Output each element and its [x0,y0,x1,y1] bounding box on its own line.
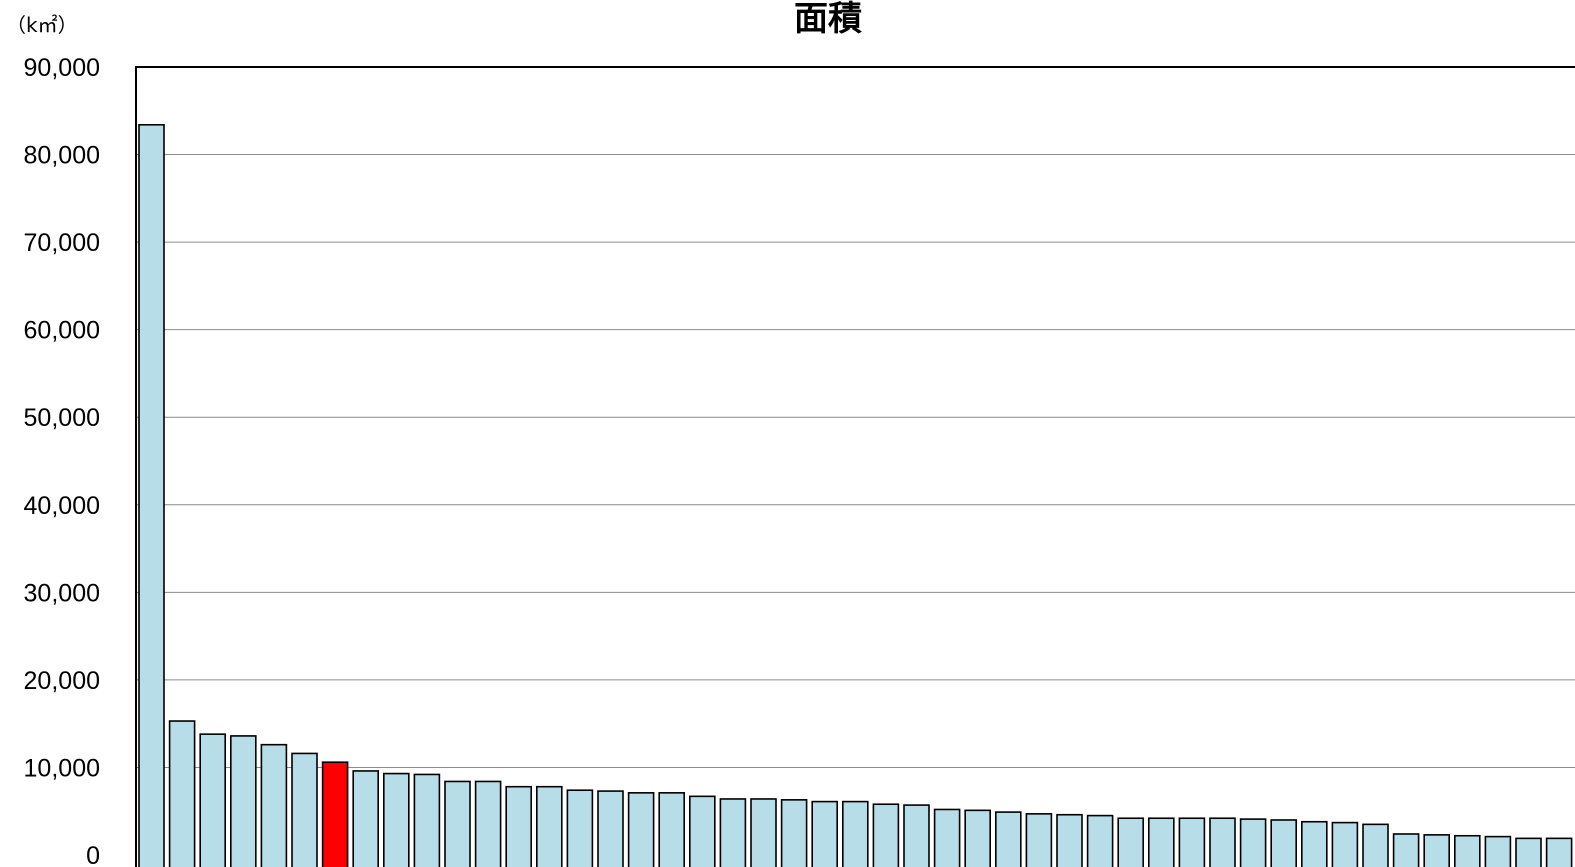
bar [291,752,318,867]
bar [382,772,410,867]
bar [1086,814,1114,867]
bar [413,773,441,867]
plot-area-frame [135,66,1575,867]
bar [994,811,1022,867]
bar [750,798,777,867]
bar [658,792,686,867]
bar [933,808,961,867]
bar [1515,837,1542,867]
y-axis-tick-labels: 0 10,000 20,000 30,000 40,000 50,000 60,000 70,… [24,54,100,867]
bar [688,795,716,867]
bar [811,800,839,867]
y-tick-label: 70,000 [24,229,100,257]
bar [230,735,257,867]
bar [597,790,624,867]
bar [1331,821,1359,867]
bars [138,123,1573,867]
bar [1270,819,1297,867]
chart-title: 面積 [794,0,862,39]
bar [444,780,471,867]
bar [1454,834,1481,867]
gridlines [136,154,1575,768]
y-tick-label: 90,000 [24,54,100,82]
y-tick-label: 0 [86,842,100,867]
y-tick-label: 50,000 [24,404,100,432]
bar [1423,834,1450,867]
bar [138,123,165,867]
bar [1209,817,1236,867]
y-axis-unit-label: （k㎡） [6,13,78,37]
bar [1545,837,1573,867]
y-tick-label: 20,000 [24,667,100,695]
bar [566,789,594,867]
bar [1025,813,1053,867]
bar [1117,817,1144,867]
y-tick-label: 30,000 [24,579,100,607]
bar [168,720,196,867]
bar [1484,835,1512,867]
bar [964,809,992,867]
bar [1056,813,1083,867]
bar [1178,817,1206,867]
bar [1301,820,1328,867]
y-tick-label: 80,000 [24,142,100,170]
bar [1148,817,1175,867]
bar [841,800,869,867]
bar [474,780,502,867]
bar [719,798,747,867]
bar [505,785,533,867]
bar [1362,823,1389,867]
bar [627,792,655,867]
bar [535,785,563,867]
bar [780,799,808,867]
bar [352,770,380,867]
bar [872,803,900,867]
bar [903,804,930,867]
bar [199,733,226,867]
bar [1239,818,1267,867]
y-tick-label: 10,000 [24,754,100,782]
bar [260,743,288,867]
bar [1392,833,1420,867]
bar-highlighted [321,761,349,867]
y-tick-label: 40,000 [24,492,100,520]
y-tick-label: 60,000 [24,317,100,345]
